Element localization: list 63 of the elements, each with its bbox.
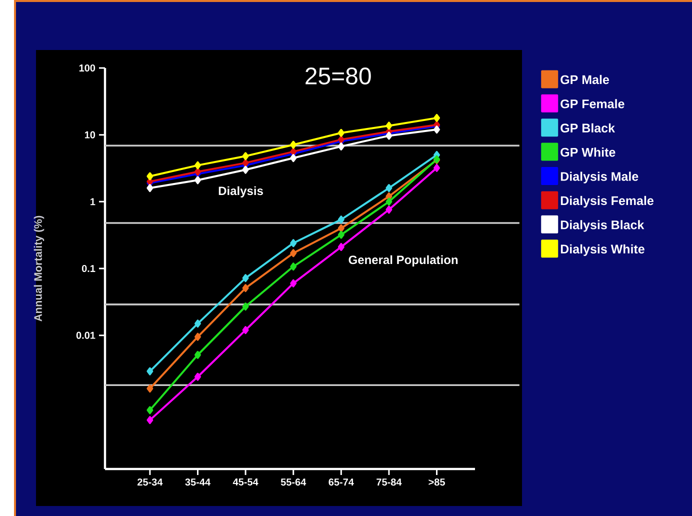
point xyxy=(386,122,392,130)
legend-label: Dialysis White xyxy=(560,244,644,256)
point xyxy=(146,172,154,180)
y-tick-label: 0.1 xyxy=(82,264,96,272)
point xyxy=(338,216,344,224)
y-axis-title: Annual Mortality (%) xyxy=(34,216,44,322)
point xyxy=(386,132,392,140)
point xyxy=(386,184,392,192)
point xyxy=(338,242,344,251)
point xyxy=(146,367,154,376)
point xyxy=(338,142,344,150)
x-tick-label: 75-84 xyxy=(376,478,402,486)
x-tick-label: >85 xyxy=(428,478,445,486)
legend-label: GP White xyxy=(560,148,616,157)
point xyxy=(386,198,392,206)
point xyxy=(386,206,392,214)
legend-label: Dialysis Male xyxy=(560,172,638,184)
point xyxy=(290,154,297,162)
x-tick-label: 35-44 xyxy=(185,478,210,486)
y-tick-label: 0.01 xyxy=(76,332,96,339)
point xyxy=(242,152,249,160)
point xyxy=(338,128,344,137)
point xyxy=(290,279,297,288)
point xyxy=(434,164,440,172)
annotation: General Population xyxy=(348,255,458,266)
point xyxy=(242,158,249,167)
point xyxy=(434,126,440,134)
point xyxy=(338,230,344,239)
point xyxy=(146,384,154,393)
annotation: 25=80 xyxy=(306,68,371,85)
point xyxy=(242,166,249,174)
point xyxy=(146,406,154,414)
point xyxy=(194,320,201,328)
legend-label: GP Black xyxy=(560,123,616,133)
point xyxy=(338,224,344,232)
x-tick-label: 55-64 xyxy=(280,478,306,486)
point xyxy=(242,302,249,311)
point xyxy=(194,176,201,184)
point xyxy=(242,326,249,334)
legend-label: Dialysis Black xyxy=(560,220,644,232)
point xyxy=(242,274,249,282)
x-tick-label: 45-54 xyxy=(232,478,258,486)
point xyxy=(194,332,201,341)
legend-label: GP Male xyxy=(560,74,609,84)
point xyxy=(146,416,154,424)
y-tick-label: 10 xyxy=(84,131,96,138)
point xyxy=(290,249,297,258)
y-tick-label: 100 xyxy=(79,64,96,72)
x-tick-label: 25-34 xyxy=(137,478,163,486)
x-tick-label: 65-74 xyxy=(328,478,354,486)
annotation: Dialysis xyxy=(218,186,263,198)
point xyxy=(194,372,201,381)
point xyxy=(290,239,297,248)
point xyxy=(194,350,201,359)
point xyxy=(290,262,297,271)
legend-label: GP Female xyxy=(560,99,624,108)
point xyxy=(290,140,297,149)
y-tick-label: 1 xyxy=(90,198,96,206)
point xyxy=(194,161,201,170)
point xyxy=(242,284,249,292)
point xyxy=(434,114,440,122)
legend-label: Dialysis Female xyxy=(560,196,654,208)
point xyxy=(146,184,154,192)
